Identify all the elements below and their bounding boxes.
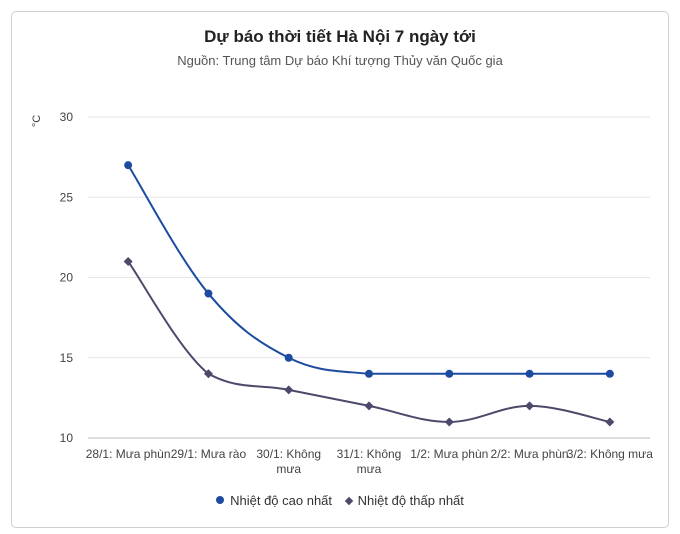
chart-subtitle: Nguồn: Trung tâm Dự báo Khí tượng Thủy v… — [177, 53, 503, 68]
data-point-max — [445, 369, 454, 378]
y-axis-unit: °C — [31, 115, 43, 127]
legend-marker-max — [216, 496, 225, 504]
data-point-max — [605, 369, 614, 378]
legend-item-min[interactable]: Nhiệt độ thấp nhất — [344, 493, 464, 508]
data-point-min — [605, 417, 615, 427]
x-tick-label: 29/1: Mưa rào — [171, 447, 247, 461]
data-point-min — [123, 256, 133, 266]
data-point-max — [204, 289, 213, 298]
series-line-max — [127, 164, 610, 375]
data-point-max — [525, 369, 534, 378]
legend-item-max[interactable]: Nhiệt độ cao nhất — [216, 493, 332, 508]
y-tick-label: 15 — [60, 351, 74, 365]
data-point-max — [124, 161, 133, 170]
legend-label-min: Nhiệt độ thấp nhất — [357, 493, 464, 508]
y-tick-label: 30 — [60, 110, 74, 124]
x-tick-label: 1/2: Mưa phùn — [410, 447, 488, 461]
data-point-min — [525, 401, 535, 411]
y-tick-label: 20 — [60, 271, 74, 285]
data-point-max — [284, 353, 293, 362]
x-tick-label: 30/1: Không mưa — [256, 447, 321, 476]
legend-label-max: Nhiệt độ cao nhất — [230, 493, 333, 508]
x-tick-label: 3/2: Không mưa — [567, 447, 653, 461]
chart-card — [11, 11, 669, 528]
data-point-min — [284, 385, 294, 395]
x-tick-label: 2/2: Mưa phùn — [491, 447, 569, 461]
data-point-min — [364, 401, 374, 411]
chart-legend: Nhiệt độ cao nhất Nhiệt độ thấp nhất — [0, 493, 680, 508]
y-tick-label: 25 — [60, 190, 74, 204]
chart-title: Dự báo thời tiết Hà Nội 7 ngày tới — [204, 27, 476, 46]
y-tick-label: 10 — [60, 431, 74, 445]
data-point-max — [365, 369, 373, 378]
series-line-min — [127, 260, 611, 423]
x-tick-label: 28/1: Mưa phùn — [86, 447, 171, 461]
data-point-min — [444, 417, 454, 427]
x-tick-label: 31/1: Không mưa — [337, 447, 402, 476]
legend-marker-min — [344, 496, 353, 506]
data-point-min — [203, 369, 213, 379]
